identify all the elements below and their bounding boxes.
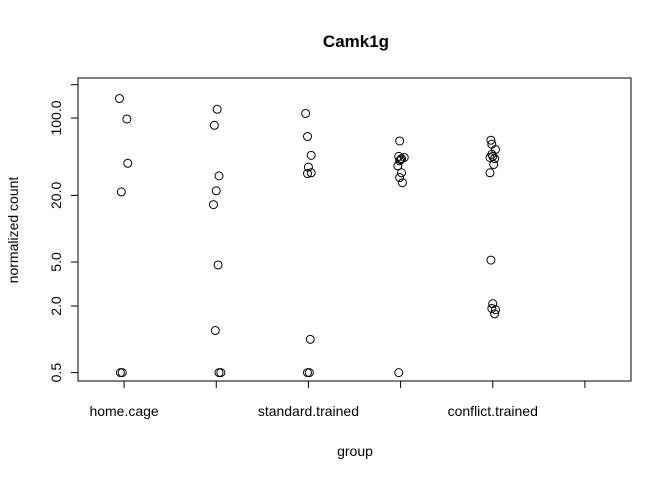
data-point [301,108,311,118]
data-point [122,114,132,124]
data-point [397,168,407,178]
data-point [485,152,495,162]
x-tick-label: conflict.trained [448,403,538,419]
data-point [306,168,316,178]
data-point [302,169,312,179]
data-point [487,303,497,313]
data-point [397,154,407,164]
data-point [396,155,406,165]
data-point [489,160,499,170]
data-point [305,334,315,344]
data-point [211,186,221,196]
y-tick-label: 5.0 [48,252,64,272]
y-tick-label: 20.0 [48,182,64,209]
data-point [117,368,127,378]
data-point [114,94,124,104]
data-point [210,326,220,336]
x-axis: home.cage standard.trained conflict.traine… [89,380,586,419]
y-axis-label: normalized count [5,177,21,284]
y-tick-label: 100.0 [48,100,64,135]
x-tick-label: home.cage [89,403,158,419]
data-point [303,162,313,172]
data-point [486,255,496,265]
data-point [304,368,314,378]
y-tick-label: 2.0 [48,296,64,316]
data-point [395,156,405,166]
data-point [212,104,222,114]
data-point [490,309,500,319]
data-point [214,171,224,181]
x-axis-label: group [337,443,373,459]
data-point [486,135,496,145]
data-point [393,161,403,171]
data-point [490,154,500,164]
data-point [306,150,316,160]
data-point [116,187,126,197]
data-point [485,168,495,178]
data-point [491,305,501,315]
data-point [488,299,498,309]
y-axis: 0.5 2.0 5.0 20.0 100.0 [48,84,79,383]
data-point [302,132,312,142]
data-point [123,158,133,168]
data-point [213,260,223,270]
data-point [394,368,404,378]
y-tick-label: 0.5 [48,363,64,383]
chart-title: Camk1g [323,32,389,51]
x-tick-label: standard.trained [258,403,359,419]
data-point [216,368,226,378]
data-point [395,173,405,183]
data-point [395,136,405,146]
data-points [114,94,501,378]
data-point [397,178,407,188]
data-point [209,120,219,130]
data-point [208,200,218,210]
